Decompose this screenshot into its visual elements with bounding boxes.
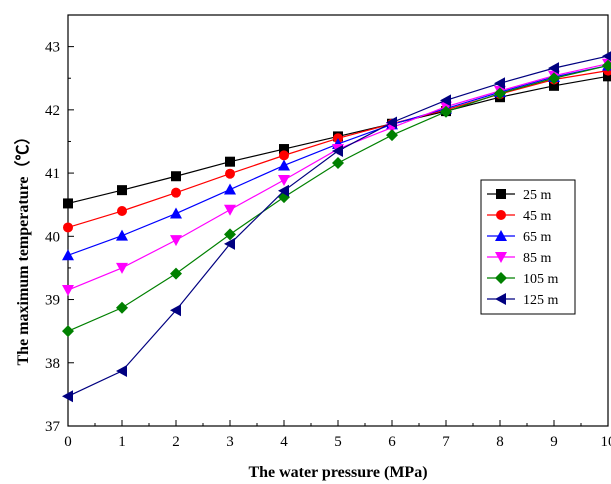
x-tick-label: 0	[64, 434, 72, 450]
data-point	[224, 228, 236, 241]
data-point	[63, 222, 73, 233]
data-point	[170, 235, 182, 247]
legend-item: 25 m	[487, 188, 552, 203]
y-axis: 37 38 39 40 41 42 43	[45, 14, 74, 435]
data-point	[386, 116, 397, 129]
y-tick-label: 39	[45, 293, 60, 309]
x-tick-label: 2	[172, 434, 180, 450]
data-point	[224, 204, 236, 216]
data-point	[170, 304, 181, 317]
data-point	[117, 206, 127, 217]
data-point	[279, 144, 289, 155]
legend-label: 25 m	[523, 188, 552, 203]
legend-item: 125 m	[487, 293, 559, 308]
data-point	[494, 77, 505, 90]
legend-marker	[496, 210, 506, 220]
legend-item: 45 m	[487, 209, 552, 224]
legend-item: 105 m	[487, 272, 559, 287]
data-point	[225, 168, 235, 179]
x-tick-label: 8	[496, 434, 504, 450]
data-point	[171, 171, 181, 182]
data-point	[171, 187, 181, 198]
data-point	[278, 184, 289, 197]
data-point	[116, 364, 127, 377]
data-point	[116, 229, 128, 241]
legend-item: 65 m	[487, 230, 552, 245]
y-tick-label: 37	[45, 419, 61, 435]
data-point	[170, 207, 182, 219]
legend-label: 125 m	[523, 293, 559, 308]
series-125-m	[62, 51, 611, 403]
series-105-m	[62, 59, 611, 338]
legend: 25 m 45 m 65 m 85 m 105 m 125 m	[480, 179, 576, 315]
x-tick-label: 10	[601, 434, 611, 450]
data-point	[62, 285, 74, 297]
data-point	[62, 249, 74, 261]
data-point	[386, 129, 398, 142]
data-point	[116, 301, 128, 314]
data-point	[62, 325, 74, 338]
y-tick-label: 41	[45, 166, 60, 182]
x-tick-label: 1	[118, 434, 126, 450]
data-point	[117, 185, 127, 196]
data-point	[279, 150, 289, 161]
data-point	[494, 87, 506, 100]
x-tick-label: 7	[442, 434, 450, 450]
y-tick-label: 43	[45, 40, 60, 56]
x-axis-title: The water pressure (MPa)	[248, 464, 427, 481]
legend-label: 105 m	[523, 272, 559, 287]
x-tick-label: 9	[550, 434, 558, 450]
data-point	[549, 80, 559, 91]
data-point	[278, 175, 290, 187]
y-tick-label: 40	[45, 229, 60, 245]
data-point	[602, 59, 611, 72]
data-point	[225, 156, 235, 167]
legend-label: 85 m	[523, 251, 552, 266]
legend-item: 85 m	[487, 251, 552, 266]
legend-marker	[495, 293, 506, 305]
data-point	[170, 267, 182, 280]
x-tick-label: 6	[388, 434, 396, 450]
data-point	[224, 183, 236, 195]
data-point	[116, 262, 128, 274]
data-point	[62, 390, 73, 403]
data-point	[602, 51, 611, 62]
legend-label: 45 m	[523, 209, 552, 224]
series-layer	[62, 51, 611, 403]
legend-box	[480, 179, 576, 315]
data-point	[278, 159, 290, 171]
x-tick-label: 5	[334, 434, 342, 450]
y-axis-title: The maximum temperature（℃）	[14, 128, 32, 365]
data-point	[548, 72, 560, 85]
legend-marker	[495, 252, 507, 263]
data-point	[224, 237, 235, 250]
data-point	[440, 105, 452, 118]
legend-marker	[495, 272, 507, 284]
x-tick-label: 4	[280, 434, 288, 450]
data-point	[63, 198, 73, 209]
data-point	[440, 94, 451, 107]
legend-label: 65 m	[523, 230, 552, 245]
data-point	[603, 71, 611, 82]
data-point	[332, 144, 343, 157]
data-point	[332, 156, 344, 169]
legend-marker	[496, 189, 506, 199]
legend-marker	[495, 230, 507, 241]
data-point	[548, 62, 559, 75]
x-axis: 0 1 2 3 4 5 6 7 8 9 10	[64, 420, 611, 450]
y-tick-label: 38	[45, 356, 60, 372]
y-tick-label: 42	[45, 103, 60, 119]
x-tick-label: 3	[226, 434, 234, 450]
